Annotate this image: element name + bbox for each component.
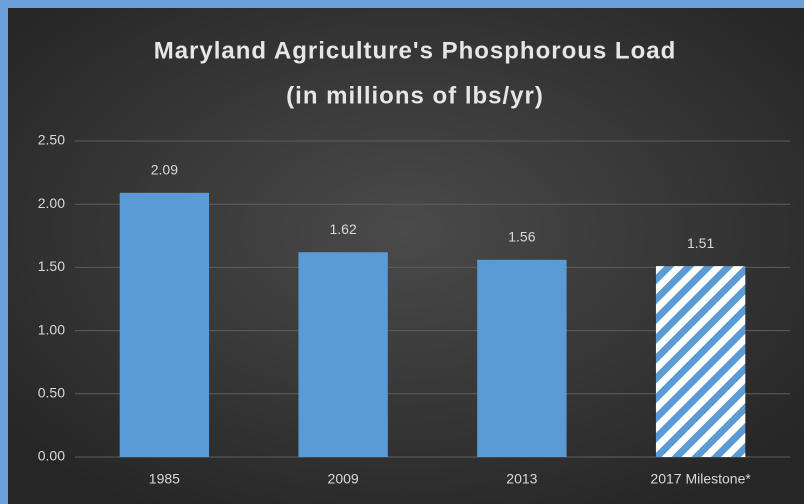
y-tick-label: 2.50 <box>38 132 65 148</box>
bar <box>298 252 388 457</box>
x-tick-label: 1985 <box>149 471 180 487</box>
bar <box>119 192 210 457</box>
data-label: 1.62 <box>330 221 357 237</box>
y-tick-label: 0.50 <box>38 385 65 401</box>
x-tick-label: 2013 <box>506 471 537 487</box>
x-tick-label: 2009 <box>328 471 359 487</box>
chart-title: Maryland Agriculture's Phosphorous Load <box>154 37 677 64</box>
x-tick-label: 2017 Milestone* <box>650 471 751 487</box>
data-label: 2.09 <box>151 162 178 178</box>
y-tick-label: 2.00 <box>38 195 65 211</box>
y-tick-label: 1.50 <box>38 258 65 274</box>
y-tick-label: 0.00 <box>38 448 65 464</box>
bar <box>655 266 746 457</box>
data-label: 1.51 <box>687 235 714 251</box>
data-label: 1.56 <box>508 229 535 245</box>
bar <box>477 259 567 457</box>
y-tick-label: 1.00 <box>38 321 65 337</box>
chart-subtitle: (in millions of lbs/yr) <box>286 82 544 109</box>
